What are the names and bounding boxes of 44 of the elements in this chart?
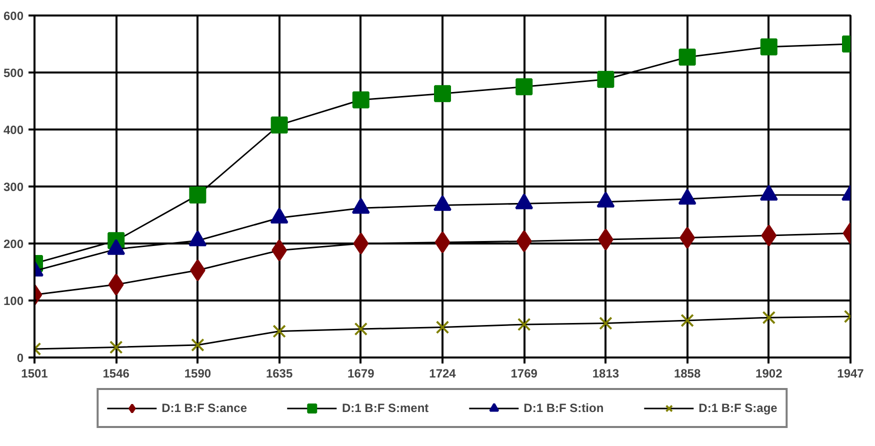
point [108, 274, 124, 296]
point [191, 338, 204, 352]
point [760, 38, 778, 56]
point [352, 91, 370, 108]
point [597, 70, 614, 88]
x-tick-label: 1590 [184, 366, 212, 380]
x-tick-label: 1679 [348, 366, 375, 380]
x-tick-label: 1858 [674, 366, 701, 380]
point [272, 324, 286, 338]
point [189, 186, 206, 204]
point [353, 232, 369, 254]
point [516, 78, 533, 96]
y-tick-label: 400 [3, 123, 24, 137]
point [434, 231, 450, 254]
x-tick-label: 1546 [102, 366, 130, 380]
point [599, 316, 612, 330]
y-tick-label: 500 [3, 66, 24, 80]
point [354, 322, 368, 336]
point [270, 116, 288, 134]
x-tick-label: 1501 [21, 366, 48, 380]
legend-label: D:1 B:F S:age [698, 401, 778, 415]
y-tick-label: 600 [3, 9, 24, 23]
point [436, 320, 450, 334]
point [516, 230, 532, 252]
y-tick-label: 0 [16, 351, 24, 365]
y-tick-label: 200 [3, 237, 24, 251]
point [680, 314, 694, 328]
x-tick-label: 1724 [429, 366, 456, 380]
x-tick-label: 1947 [837, 366, 864, 380]
point [434, 85, 451, 102]
legend-label: D:1 B:F S:tion [524, 401, 604, 415]
y-tick-label: 100 [3, 294, 24, 308]
x-tick-label: 1635 [266, 366, 293, 380]
legend-label: D:1 B:F S:ment [342, 401, 429, 415]
point [109, 340, 123, 354]
point [517, 318, 531, 332]
x-tick-label: 1813 [592, 366, 620, 380]
legend-label: D:1 B:F S:ance [162, 401, 247, 415]
y-tick-label: 300 [3, 180, 24, 194]
x-tick-label: 1902 [756, 366, 783, 380]
x-tick-label: 1769 [510, 366, 538, 380]
point [678, 48, 696, 66]
point [762, 310, 776, 324]
point [761, 224, 777, 247]
